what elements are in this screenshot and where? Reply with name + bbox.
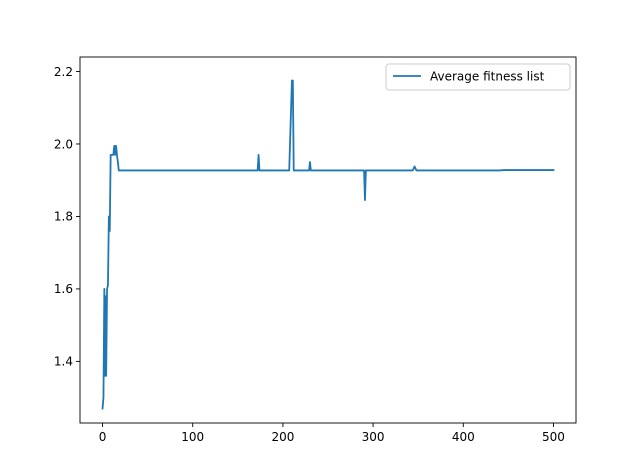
y-tick-label: 1.8 — [54, 210, 73, 224]
x-tick-label: 400 — [452, 430, 475, 444]
x-tick-label: 500 — [542, 430, 565, 444]
y-tick-label: 2.2 — [54, 65, 73, 79]
x-tick-label: 100 — [181, 430, 204, 444]
x-tick-label: 300 — [362, 430, 385, 444]
y-tick-label: 2.0 — [54, 137, 73, 151]
legend: Average fitness list — [385, 63, 571, 91]
series-line-0 — [101, 79, 555, 410]
y-tick-label: 1.4 — [54, 355, 73, 369]
y-tick-label: 1.6 — [54, 282, 73, 296]
axes-frame — [79, 56, 577, 424]
x-tick-label: 200 — [271, 430, 294, 444]
legend-label: Average fitness list — [430, 70, 545, 84]
x-tick-label: 0 — [99, 430, 107, 444]
plot-area — [101, 79, 555, 410]
legend-frame — [385, 63, 571, 91]
axes: 0 100 200 300 400 500 1.4 1.6 1.8 2.0 2.2 — [54, 56, 577, 444]
